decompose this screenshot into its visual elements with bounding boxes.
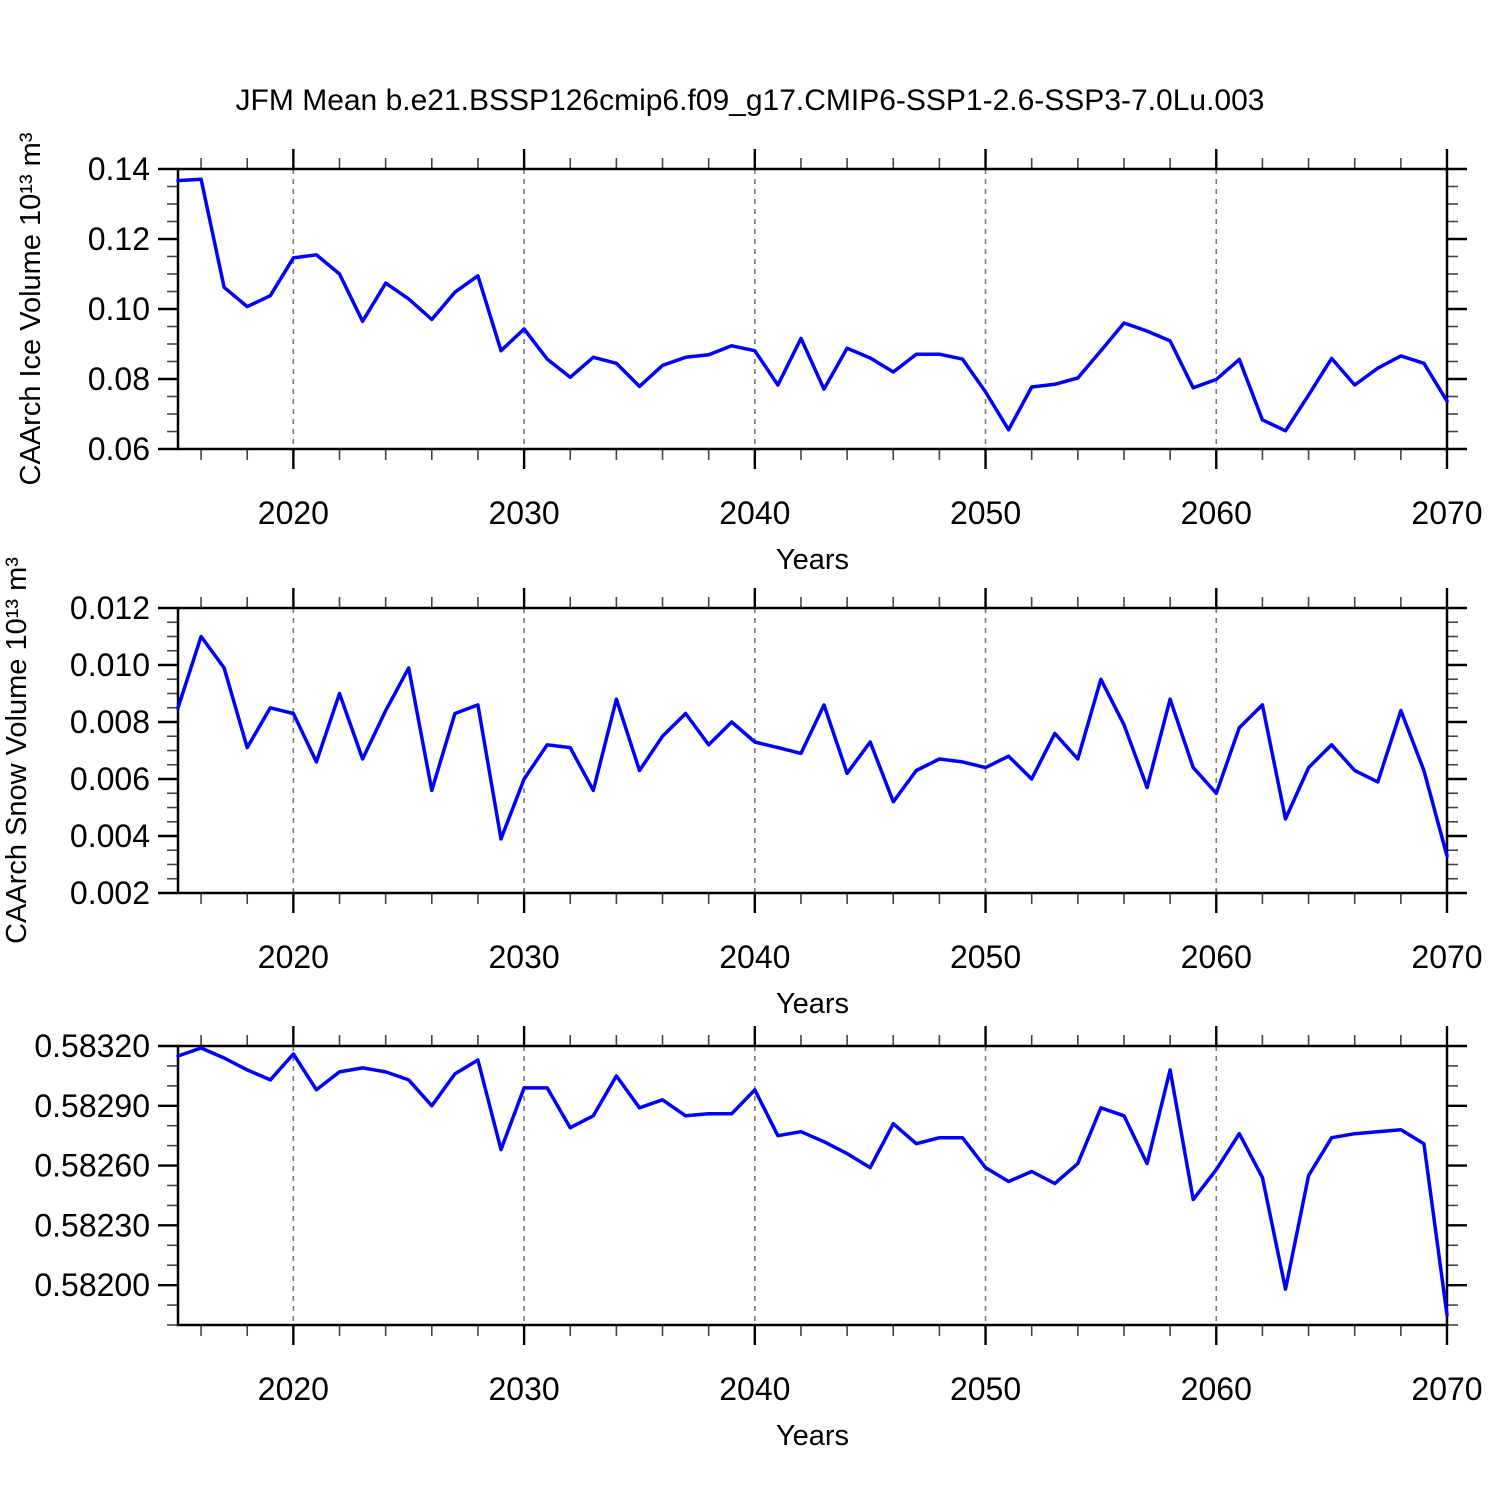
panel-snow-volume: 2020 2030 2040 2050 2060 2070 0.002 0.004 0.006 0… — [1, 557, 1483, 1020]
x-tick-label: 2030 — [488, 1371, 559, 1407]
x-axis-title: Years — [776, 988, 849, 1020]
y-tick-label: 0.12 — [88, 221, 150, 257]
x-tick-label: 2070 — [1411, 495, 1482, 531]
gridlines — [292, 1046, 1218, 1325]
y-ticks — [158, 1044, 1467, 1326]
panel-ice-volume: 2020 2030 2040 2050 2060 2070 0.06 0.08 0.10 0.12… — [15, 132, 1483, 576]
y-tick-label: 0.58230 — [34, 1207, 150, 1243]
y-axis-title: CAArch Snow Volume 10¹³ m³ — [1, 557, 33, 944]
y-ticks — [158, 167, 1467, 451]
y-tick-label: 0.002 — [70, 875, 150, 911]
x-ticks — [200, 1026, 1449, 1345]
x-tick-label: 2050 — [950, 1371, 1021, 1407]
panel-third-metric: 2020 2030 2040 2050 2060 2070 0.58200 0.58230 0.… — [34, 1026, 1483, 1452]
y-tick-label: 0.004 — [70, 818, 150, 854]
x-tick-label: 2030 — [488, 495, 559, 531]
x-tick-label: 2050 — [950, 939, 1021, 975]
y-tick-label: 0.012 — [70, 590, 150, 626]
x-tick-label: 2020 — [258, 1371, 329, 1407]
y-tick-label: 0.58320 — [34, 1028, 150, 1064]
y-tick-label: 0.58290 — [34, 1088, 150, 1124]
third-metric-line — [176, 1046, 1449, 1317]
x-tick-label: 2020 — [258, 939, 329, 975]
x-tick-label: 2040 — [719, 495, 790, 531]
x-tick-label: 2060 — [1181, 939, 1252, 975]
x-tick-label: 2070 — [1411, 1371, 1482, 1407]
plot-frame — [176, 1044, 1449, 1327]
ice-volume-line — [176, 177, 1449, 433]
gridlines — [292, 608, 1218, 893]
x-tick-label: 2070 — [1411, 939, 1482, 975]
y-tick-label: 0.58200 — [34, 1267, 150, 1303]
x-axis-title: Years — [776, 544, 849, 576]
plot-frame — [176, 167, 1449, 451]
y-axis-title: CAArch Ice Volume 10¹³ m³ — [15, 132, 47, 485]
y-tick-label: 0.08 — [88, 361, 150, 397]
x-ticks — [200, 149, 1449, 469]
y-tick-label: 0.06 — [88, 431, 150, 467]
x-tick-label: 2060 — [1181, 1371, 1252, 1407]
snow-volume-line — [176, 634, 1449, 858]
x-tick-label: 2040 — [719, 939, 790, 975]
x-tick-label: 2040 — [719, 1371, 790, 1407]
y-tick-label: 0.58260 — [34, 1148, 150, 1184]
x-tick-label: 2020 — [258, 495, 329, 531]
y-tick-label: 0.010 — [70, 647, 150, 683]
y-tick-label: 0.006 — [70, 761, 150, 797]
x-tick-label: 2050 — [950, 495, 1021, 531]
x-ticks — [200, 588, 1449, 913]
x-tick-label: 2030 — [488, 939, 559, 975]
y-tick-label: 0.008 — [70, 704, 150, 740]
x-axis-title: Years — [776, 1420, 849, 1452]
y-tick-label: 0.14 — [88, 151, 150, 187]
y-ticks — [158, 606, 1467, 895]
x-tick-label: 2060 — [1181, 495, 1252, 531]
plot-frame — [176, 606, 1449, 895]
gridlines — [292, 169, 1218, 449]
figure-title: JFM Mean b.e21.BSSP126cmip6.f09_g17.CMIP… — [235, 84, 1265, 117]
y-tick-label: 0.10 — [88, 291, 150, 327]
